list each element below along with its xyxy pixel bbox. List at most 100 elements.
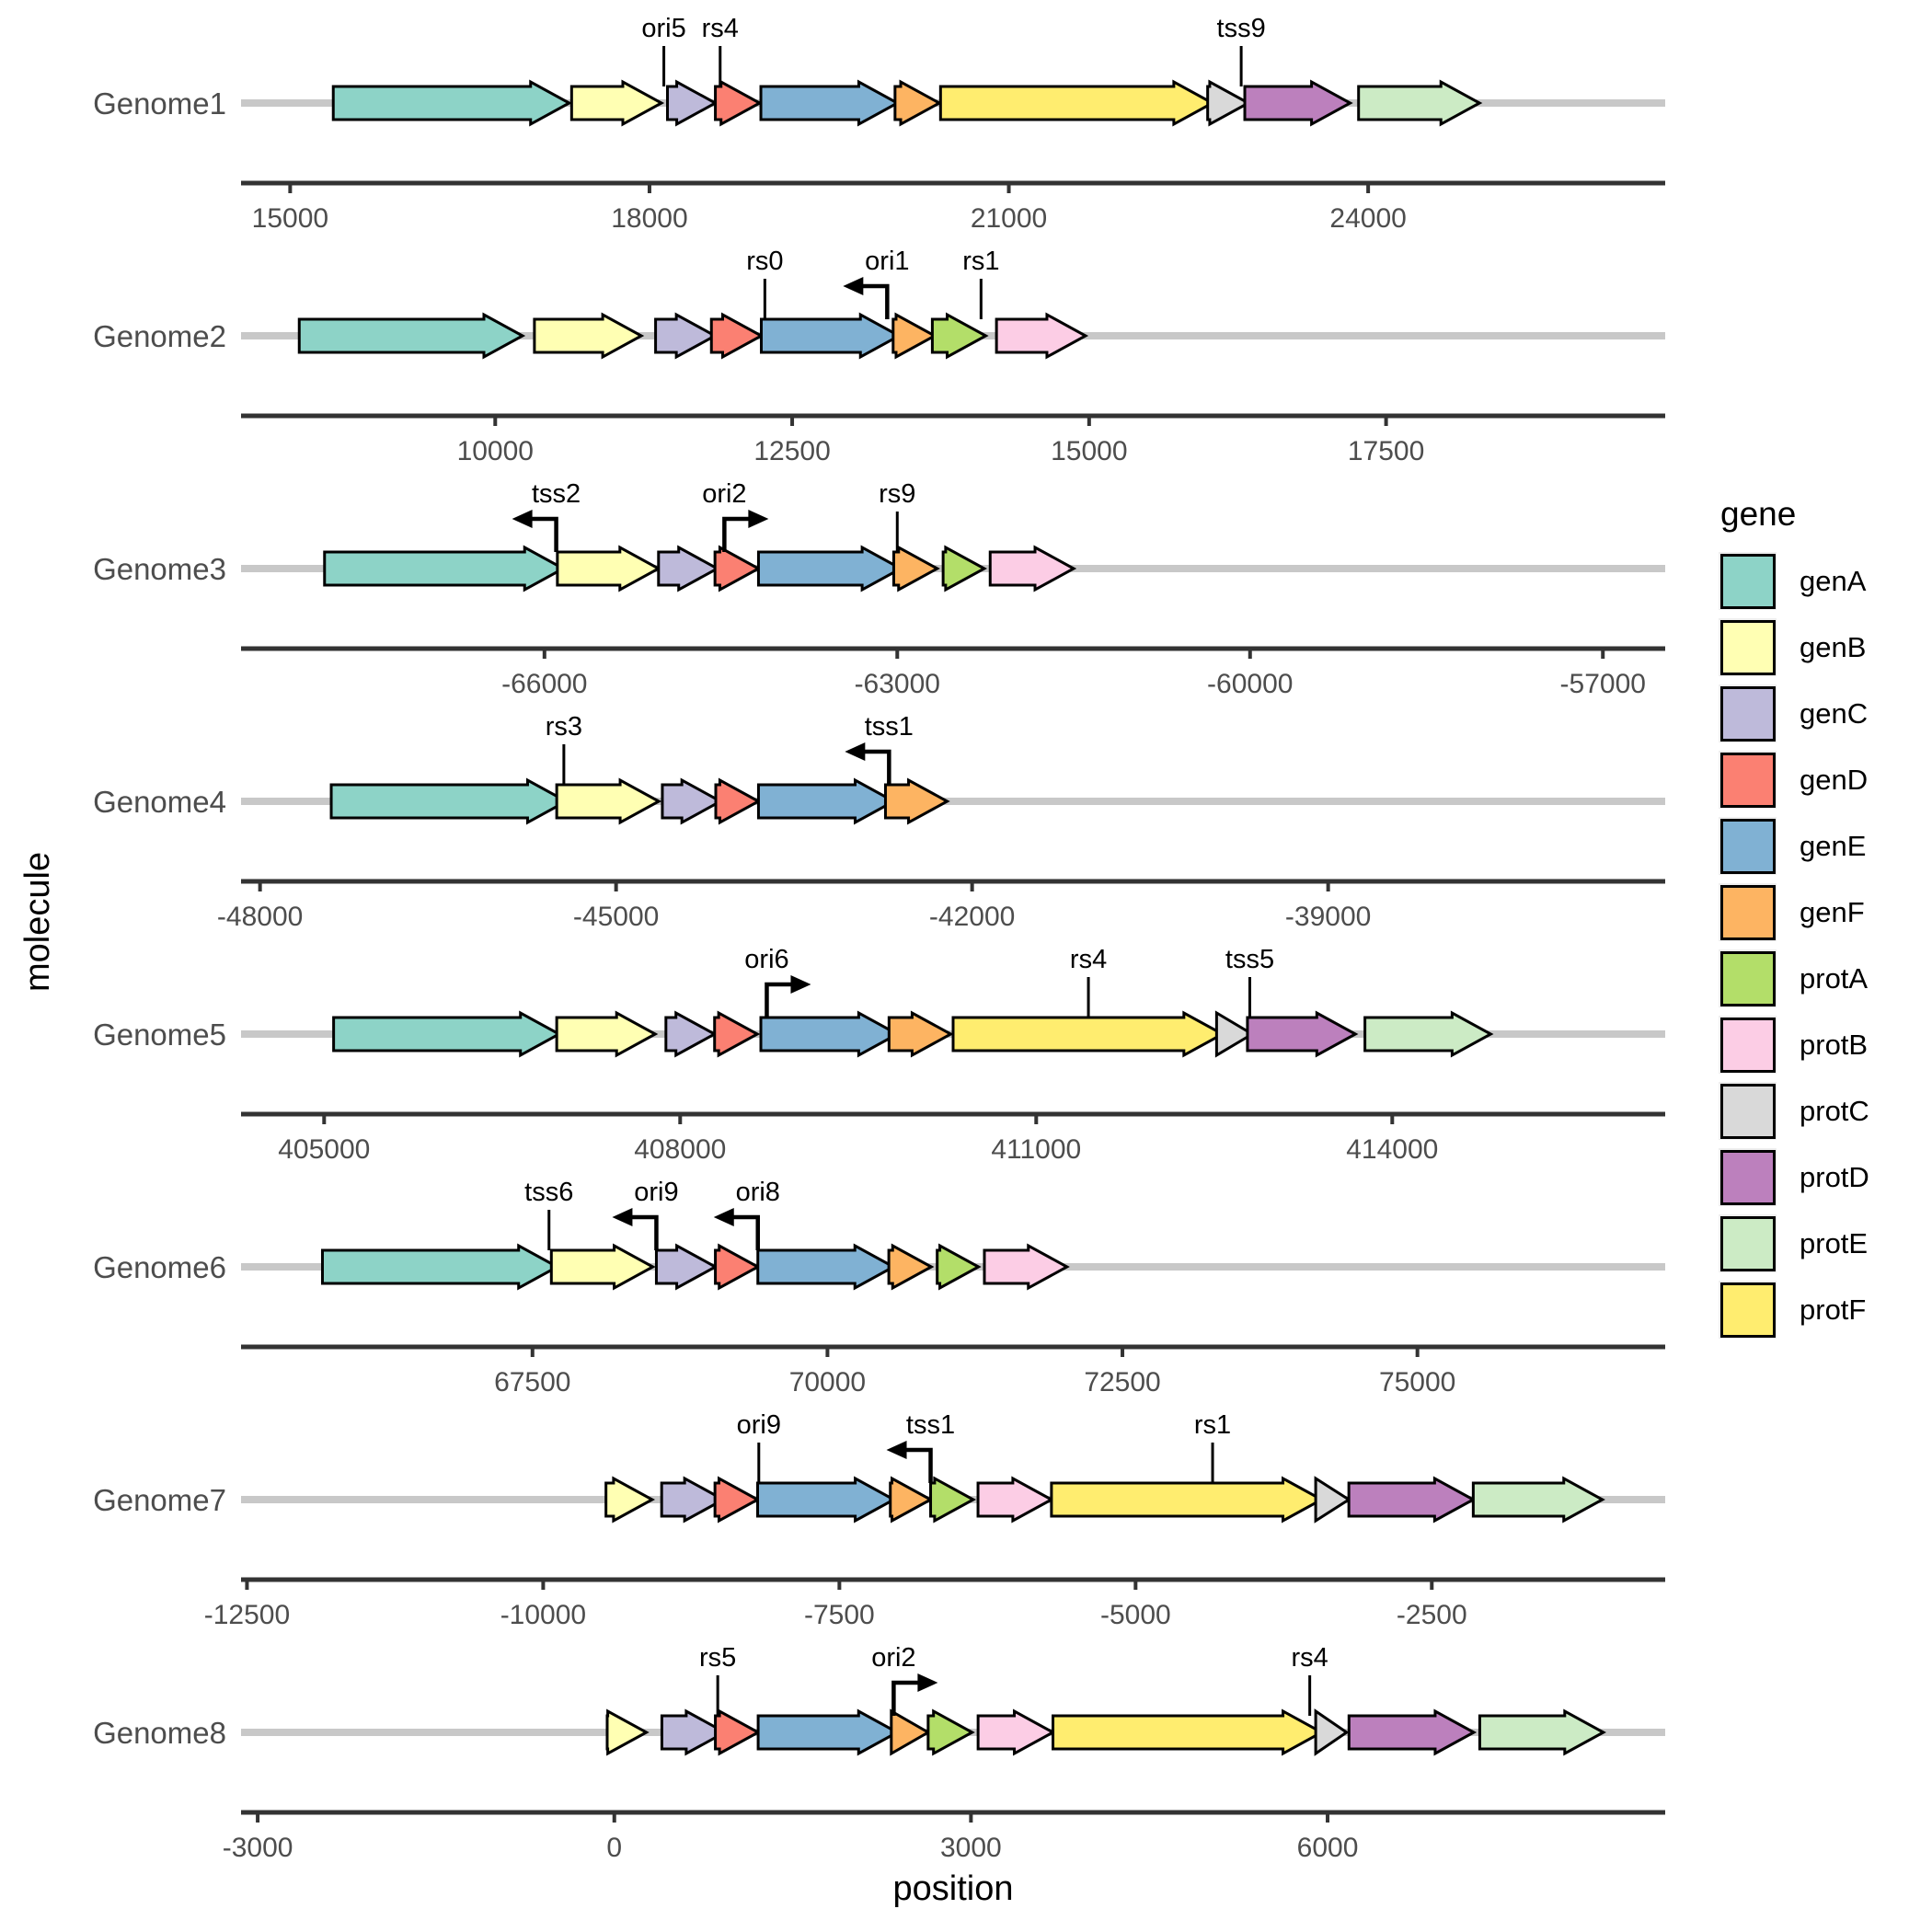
axis-tick-label: 21000 — [971, 203, 1047, 234]
legend-key — [1719, 883, 1777, 941]
feature-label-tss6: tss6 — [524, 1178, 573, 1207]
feature-promoter-tss1 — [904, 1447, 933, 1483]
legend-item-protC: protC — [1719, 1082, 1869, 1140]
feature-label-tss1: tss1 — [865, 712, 914, 742]
axis-tick-label: 12500 — [753, 436, 830, 466]
gene-arrow-protF — [938, 79, 1215, 127]
legend: gene genA genB genC genD genE genF protA protB p… — [1719, 495, 1869, 1347]
feature-promoter-head-ori2 — [748, 510, 769, 528]
feature-promoter-ori9 — [630, 1214, 659, 1250]
legend-swatch-protB — [1719, 1017, 1776, 1073]
gene-arrow-genC — [654, 312, 719, 360]
feature-promoter-ori6 — [765, 982, 793, 1018]
axis-tick-label: -42000 — [929, 902, 1015, 932]
axis-tick-label: 15000 — [252, 203, 328, 234]
gene-arrow-protC — [1314, 1708, 1350, 1756]
gene-arrow-genC — [660, 1476, 727, 1524]
gene-arrow-genE — [756, 777, 897, 825]
legend-label-protD: protD — [1800, 1160, 1869, 1193]
legend-item-protF: protF — [1719, 1281, 1869, 1339]
gene-arrow-protA — [941, 545, 987, 592]
feature-label-tss5: tss5 — [1225, 945, 1274, 974]
gene-arrow-protA — [936, 1243, 982, 1291]
gene-arrow-genE — [756, 545, 904, 592]
gene-arrow-genF — [889, 1476, 934, 1524]
axis-tick-label: 10000 — [457, 436, 534, 466]
feature-label-rs4: rs4 — [1291, 1643, 1328, 1673]
gene-arrow-genB — [533, 312, 645, 360]
legend-item-protD: protD — [1719, 1148, 1869, 1206]
feature-promoter-head-ori6 — [790, 975, 811, 994]
gene-arrow-genF — [893, 79, 943, 127]
axis-tick-label: 408000 — [634, 1134, 726, 1165]
axis-tick-label: 6000 — [1297, 1833, 1359, 1863]
feature-promoter-head-tss1 — [845, 742, 866, 761]
axis-tick-label: 0 — [606, 1833, 622, 1863]
feature-label-rs1: rs1 — [962, 247, 999, 276]
gene-arrow-protD — [1347, 1476, 1477, 1524]
feature-label-rs9: rs9 — [879, 479, 915, 509]
molecule-label: Genome2 — [93, 319, 226, 353]
feature-promoter-head-ori2 — [917, 1673, 938, 1692]
gene-arrow-genF — [887, 1010, 954, 1058]
legend-key — [1719, 1082, 1777, 1140]
feature-label-ori2: ori2 — [702, 479, 746, 509]
gene-arrow-genE — [756, 1476, 897, 1524]
gene-arrow-genD — [714, 1243, 761, 1291]
legend-key — [1719, 751, 1777, 809]
gene-arrow-genA — [329, 777, 569, 825]
axis-tick-label: -45000 — [573, 902, 659, 932]
gene-arrow-genB — [555, 777, 662, 825]
gene-arrow-genD — [714, 79, 763, 127]
gene-arrow-genD — [713, 545, 762, 592]
gene-arrow-genF — [887, 1243, 935, 1291]
molecule-label: Genome6 — [93, 1250, 226, 1284]
axis-tick-label: 3000 — [940, 1833, 1002, 1863]
gene-arrow-genA — [297, 312, 526, 360]
legend-items: genA genB genC genD genE genF protA protB protC p… — [1719, 552, 1869, 1339]
legend-item-genE: genE — [1719, 817, 1869, 875]
feature-promoter-head-ori9 — [612, 1208, 633, 1226]
gene-arrow-protB — [976, 1476, 1055, 1524]
feature-label-rs4: rs4 — [702, 14, 739, 43]
gene-arrow-genD — [713, 1010, 761, 1058]
feature-promoter-head-tss1 — [886, 1441, 907, 1459]
gene-arrow-protA — [930, 312, 989, 360]
gene-arrow-protB — [976, 1708, 1056, 1756]
gene-arrow-protD — [1243, 79, 1353, 127]
feature-promoter-ori2 — [722, 516, 751, 552]
legend-item-genC: genC — [1719, 684, 1869, 742]
gene-arrow-protE — [1363, 1010, 1494, 1058]
feature-label-ori5: ori5 — [641, 14, 685, 43]
feature-promoter-head-ori8 — [713, 1208, 734, 1226]
gene-arrow-protB — [983, 1243, 1070, 1291]
molecule-label: Genome3 — [93, 552, 226, 586]
feature-label-rs1: rs1 — [1194, 1410, 1231, 1440]
gene-arrow-genE — [759, 312, 903, 360]
molecule-label: Genome1 — [93, 86, 226, 121]
gene-arrow-genB — [605, 1708, 650, 1756]
gene-arrow-protC — [1314, 1476, 1351, 1524]
x-axis-title: position — [892, 1869, 1014, 1908]
gene-arrow-protA — [926, 1708, 975, 1756]
molecule-label: Genome4 — [93, 785, 226, 819]
gene-arrow-protF — [1052, 1708, 1325, 1756]
molecule-label: Genome8 — [93, 1716, 226, 1750]
axis-tick-label: 414000 — [1346, 1134, 1438, 1165]
axis-tick-label: -5000 — [1100, 1600, 1171, 1630]
feature-promoter-tss1 — [863, 749, 891, 785]
axis-tick-label: -10000 — [500, 1600, 586, 1630]
gene-arrow-genE — [759, 1010, 901, 1058]
gene-arrow-genC — [654, 1243, 719, 1291]
gene-arrow-genD — [714, 1708, 762, 1756]
gene-arrow-protD — [1246, 1010, 1359, 1058]
legend-swatch-genB — [1719, 619, 1776, 675]
y-axis-title: molecule — [18, 851, 57, 993]
axis-tick-label: 24000 — [1329, 203, 1406, 234]
legend-item-protE: protE — [1719, 1214, 1869, 1272]
gene-arrow-protB — [988, 545, 1077, 592]
legend-title: gene — [1720, 495, 1797, 533]
feature-promoter-head-ori1 — [843, 277, 864, 295]
axis-tick-label: -57000 — [1560, 669, 1646, 699]
axis-tick-label: 405000 — [278, 1134, 370, 1165]
